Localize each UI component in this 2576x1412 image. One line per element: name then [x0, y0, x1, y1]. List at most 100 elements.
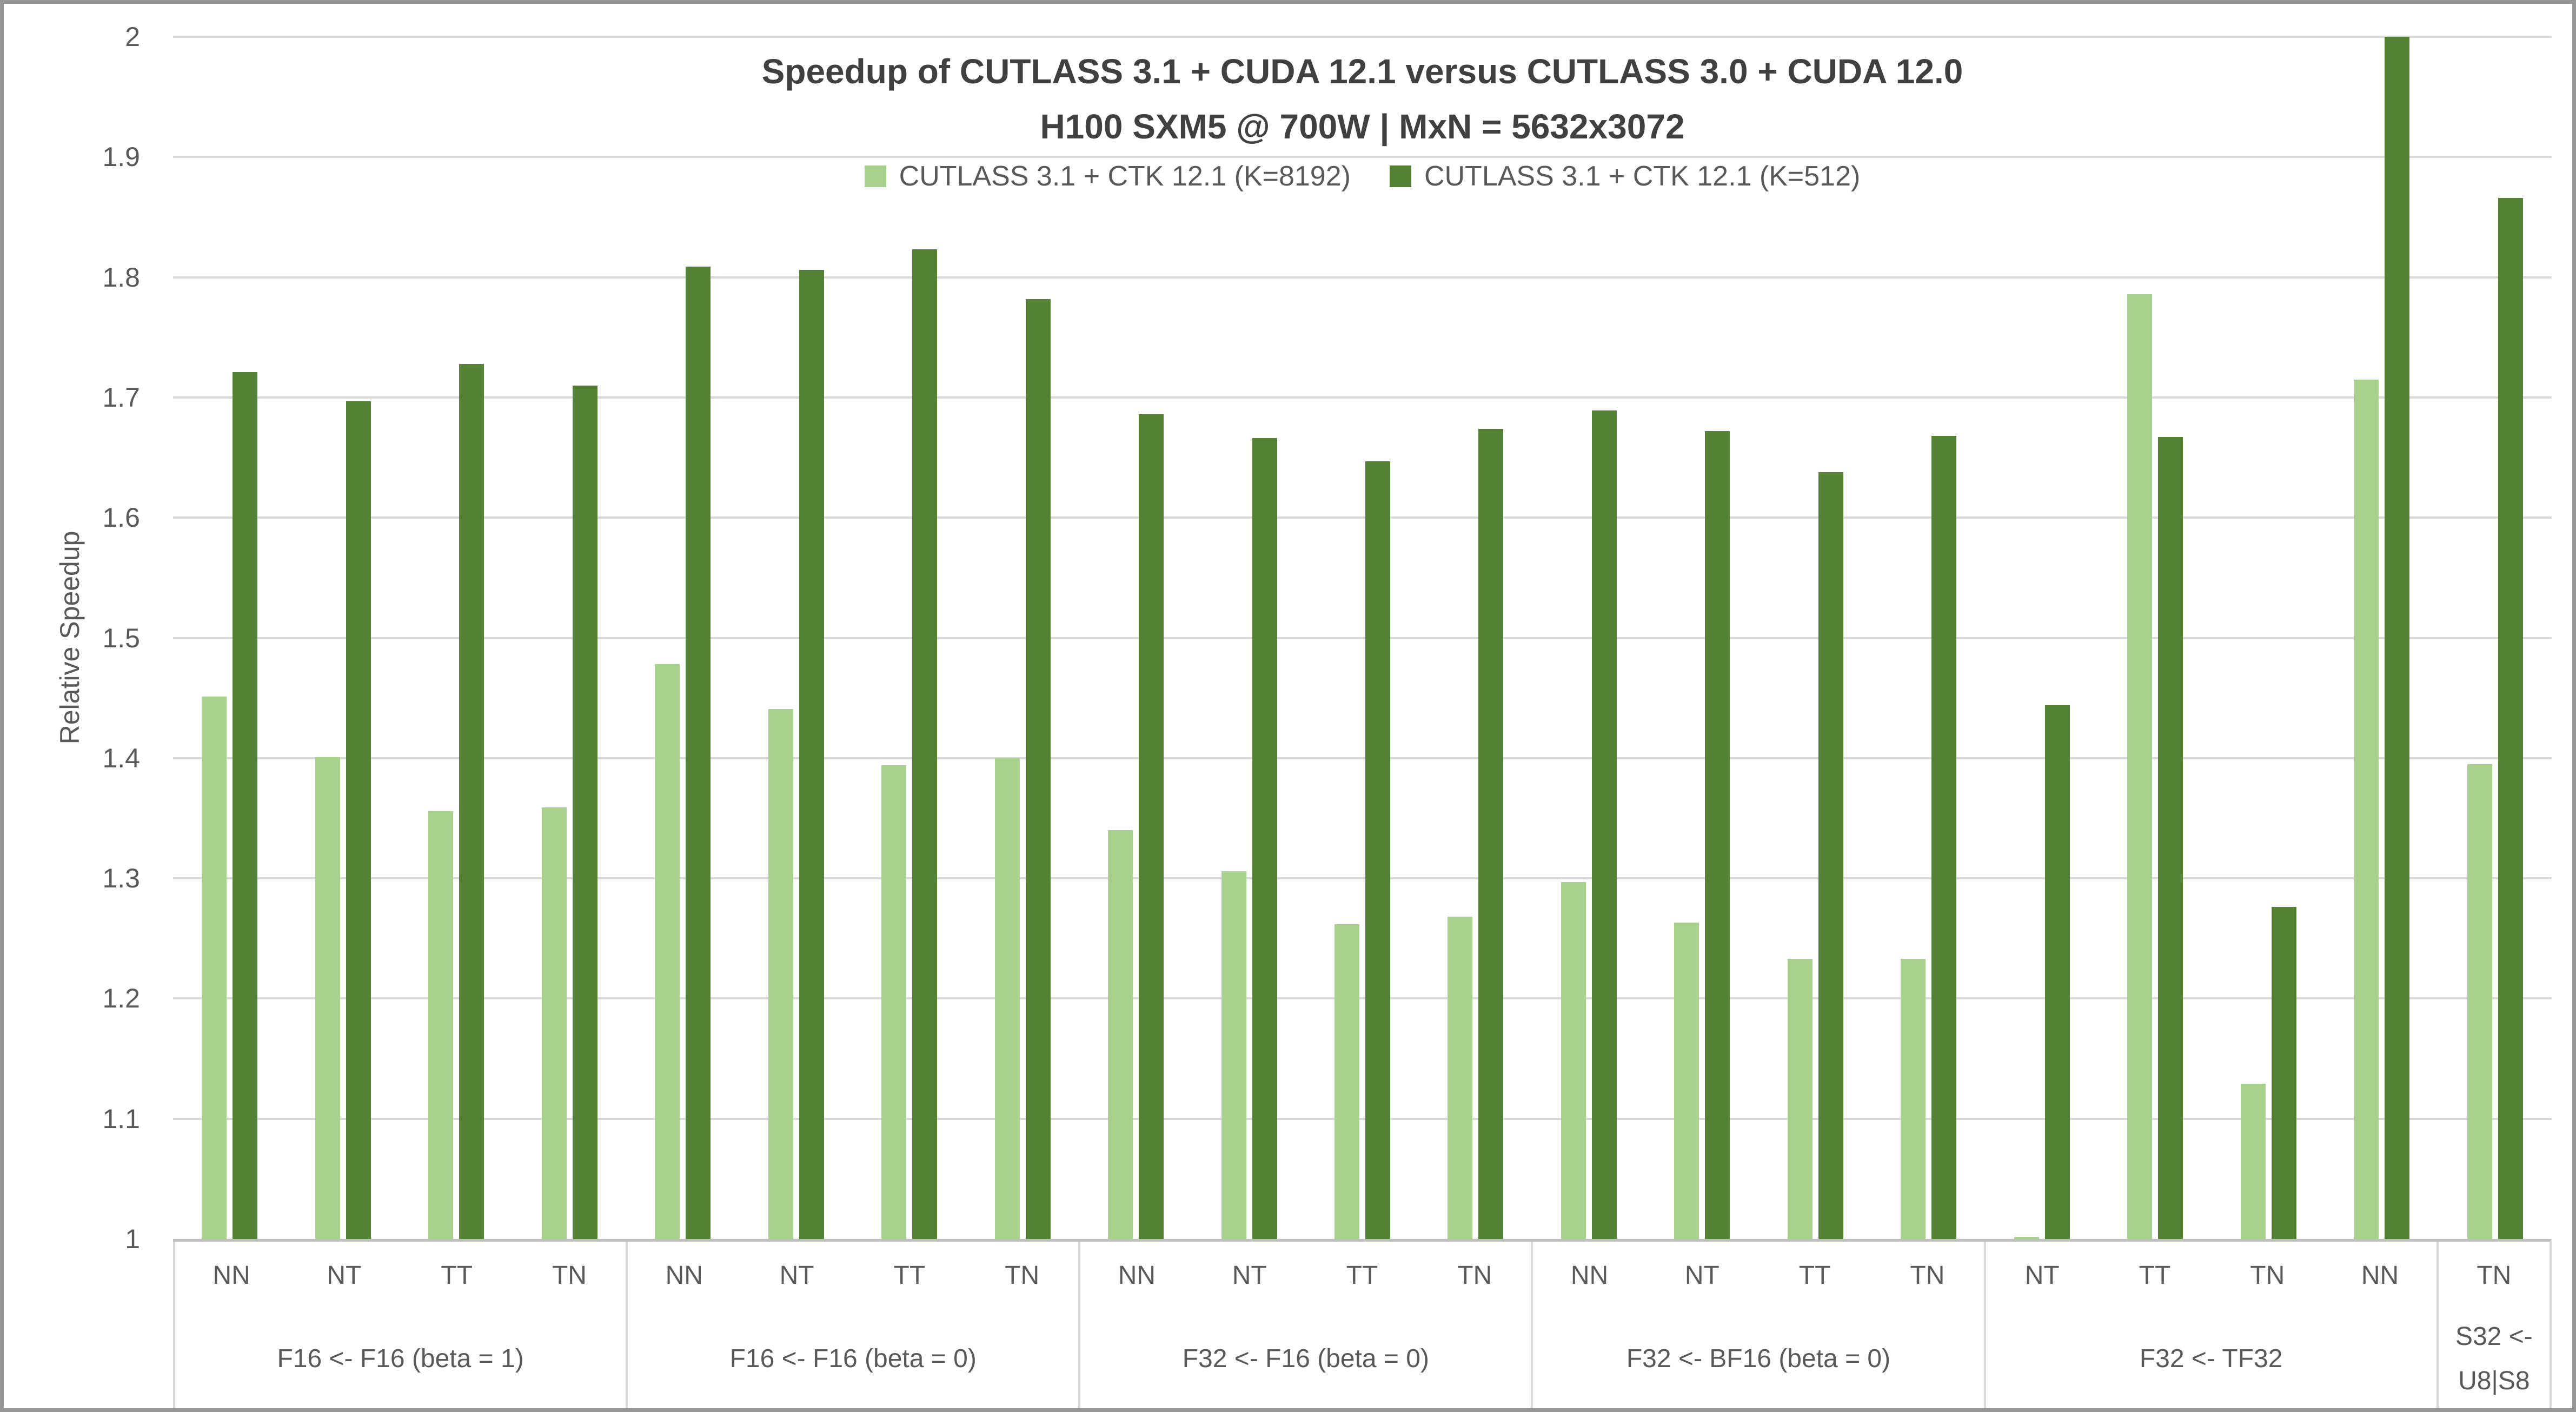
legend-swatch-icon	[1389, 165, 1411, 187]
category-axis-band: NN NT TT TN F16 <- F16 (beta = 1) NN NT TT TN F16…	[173, 1239, 2552, 1408]
bar	[2014, 1236, 2039, 1239]
legend-label: CUTLASS 3.1 + CTK 12.1 (K=8192)	[899, 161, 1351, 192]
category-label: NT	[779, 1261, 814, 1290]
y-tick-label: 1.9	[102, 142, 140, 173]
bar	[1931, 436, 1957, 1239]
category-label: NN	[1118, 1261, 1156, 1290]
bar	[2127, 294, 2153, 1239]
y-tick-label: 1.4	[102, 743, 140, 773]
legend-item: CUTLASS 3.1 + CTK 12.1 (K=512)	[1389, 160, 1861, 193]
bar	[799, 270, 824, 1239]
axis-group-cell: NN NT TT TN F16 <- F16 (beta = 1)	[173, 1242, 626, 1408]
bar	[1787, 959, 1813, 1239]
y-tick-label: 1.6	[102, 502, 140, 533]
bar	[912, 249, 938, 1239]
plot-area	[173, 36, 2552, 1239]
gridline	[173, 1117, 2552, 1120]
gridline	[173, 757, 2552, 759]
y-tick-label: 1.8	[102, 262, 140, 293]
gridline	[173, 396, 2552, 399]
y-tick-label: 1.7	[102, 382, 140, 413]
bar	[428, 811, 454, 1239]
gridline	[173, 276, 2552, 279]
category-label: NT	[1684, 1261, 1719, 1290]
bar	[655, 664, 680, 1239]
gridline	[173, 156, 2552, 158]
category-label: NT	[2024, 1261, 2060, 1290]
bar	[541, 807, 567, 1239]
bar	[2044, 705, 2070, 1239]
bar	[686, 266, 711, 1239]
bar	[768, 708, 793, 1239]
bar	[1448, 917, 1473, 1239]
axis-group-cell: NN NT TT TN F32 <- BF16 (beta = 0)	[1531, 1242, 1983, 1408]
y-tick-label: 2	[125, 22, 140, 52]
bar	[572, 385, 597, 1239]
bar	[2271, 907, 2296, 1239]
gridline	[173, 997, 2552, 1000]
bar	[1674, 923, 1699, 1239]
bar	[2385, 37, 2410, 1239]
bar	[2354, 379, 2379, 1239]
group-label: S32 <- U8|S8	[2455, 1322, 2533, 1395]
group-label: F32 <- TF32	[2139, 1344, 2283, 1373]
axis-group-cell: NN NT TT TN F32 <- F16 (beta = 0)	[1078, 1242, 1531, 1408]
group-label: F16 <- F16 (beta = 0)	[729, 1344, 977, 1373]
category-label: TN	[1005, 1261, 1040, 1290]
gridline	[173, 36, 2552, 38]
bar	[1478, 428, 1504, 1239]
bar	[346, 401, 371, 1239]
legend-label: CUTLASS 3.1 + CTK 12.1 (K=512)	[1424, 161, 1861, 192]
bar	[315, 757, 340, 1239]
bar	[2467, 764, 2492, 1239]
category-label: TN	[552, 1261, 587, 1290]
axis-group-cell: NT TT TN NN F32 <- TF32	[1983, 1242, 2436, 1408]
bar	[881, 765, 907, 1239]
category-label: TT	[2139, 1261, 2171, 1290]
bar	[1139, 414, 1164, 1239]
gridline	[173, 877, 2552, 880]
y-tick-label: 1.3	[102, 863, 140, 894]
legend: CUTLASS 3.1 + CTK 12.1 (K=8192) CUTLASS 3…	[173, 158, 2552, 194]
chart-title-line1: Speedup of CUTLASS 3.1 + CUDA 12.1 versu…	[761, 52, 1963, 91]
category-label: NN	[2361, 1261, 2399, 1290]
category-label: TT	[1798, 1261, 1831, 1290]
bar	[1705, 431, 1730, 1239]
y-tick-label: 1.1	[102, 1103, 140, 1134]
category-label: TT	[1346, 1261, 1378, 1290]
category-label: NN	[1570, 1261, 1609, 1290]
bar	[1591, 410, 1617, 1239]
legend-swatch-icon	[864, 165, 886, 187]
category-label: NN	[213, 1261, 250, 1290]
bar	[1561, 881, 1586, 1239]
category-label: NN	[665, 1261, 703, 1290]
legend-item: CUTLASS 3.1 + CTK 12.1 (K=8192)	[864, 160, 1351, 193]
bar	[2240, 1084, 2266, 1239]
category-label: TT	[893, 1261, 926, 1290]
bar	[1108, 830, 1133, 1239]
chart-title: Speedup of CUTLASS 3.1 + CUDA 12.1 versu…	[173, 44, 2552, 154]
group-label: F32 <- F16 (beta = 0)	[1182, 1344, 1429, 1373]
bar	[994, 758, 1020, 1239]
bar	[1252, 438, 1277, 1239]
group-label: F32 <- BF16 (beta = 0)	[1626, 1344, 1891, 1373]
category-label: TN	[2477, 1261, 2512, 1290]
bar	[2158, 437, 2183, 1239]
bar	[202, 697, 227, 1239]
axis-group-cell: TN S32 <- U8|S8	[2436, 1242, 2550, 1408]
category-label: TN	[2250, 1261, 2285, 1290]
category-label: TN	[1910, 1261, 1945, 1290]
y-tick-label: 1.5	[102, 622, 140, 653]
category-label: TT	[441, 1261, 473, 1290]
bar	[1335, 924, 1359, 1239]
bar	[233, 372, 258, 1239]
bar	[2498, 197, 2523, 1239]
y-tick-label: 1	[125, 1224, 140, 1254]
bar	[1365, 461, 1390, 1239]
bar	[459, 363, 484, 1239]
gridline	[173, 637, 2552, 639]
group-label: F16 <- F16 (beta = 1)	[277, 1344, 524, 1373]
y-tick-label: 1.2	[102, 983, 140, 1014]
bar	[1221, 871, 1246, 1239]
